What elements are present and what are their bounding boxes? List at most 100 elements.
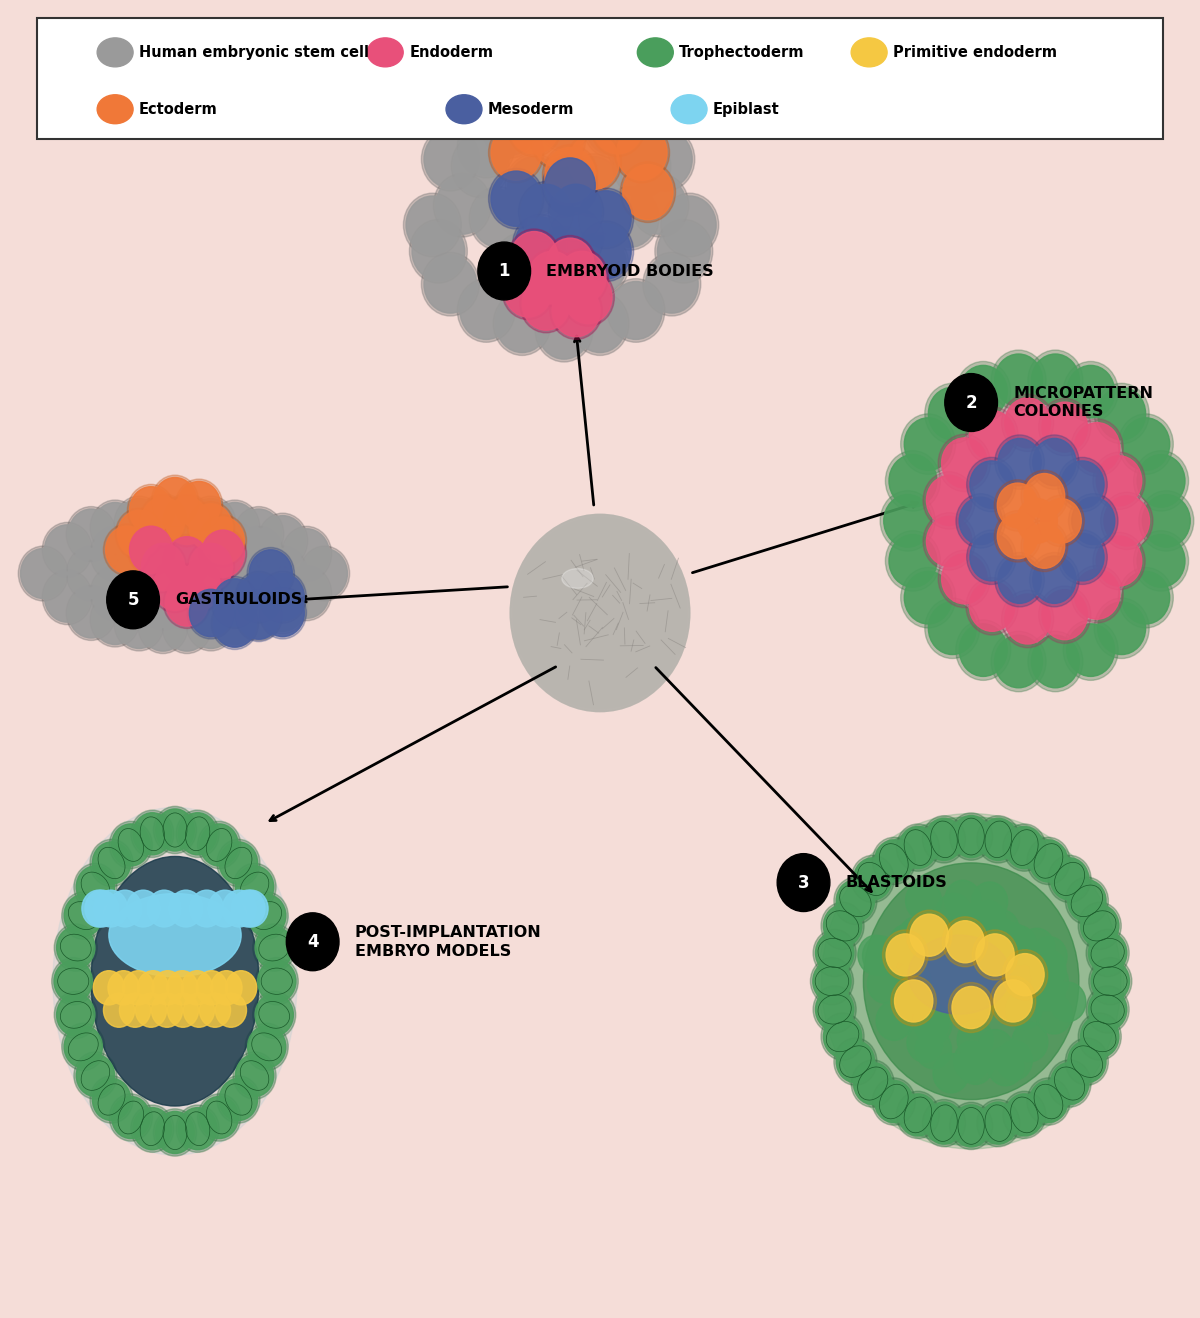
Circle shape [1078, 903, 1121, 949]
Circle shape [214, 579, 257, 626]
Circle shape [140, 577, 186, 627]
Circle shape [493, 232, 551, 297]
Circle shape [138, 546, 188, 601]
Circle shape [103, 523, 151, 576]
Circle shape [212, 548, 258, 598]
Circle shape [614, 123, 670, 183]
Circle shape [284, 568, 330, 618]
Circle shape [896, 824, 940, 871]
Circle shape [565, 154, 623, 217]
Circle shape [889, 535, 937, 588]
Circle shape [810, 958, 853, 1004]
Circle shape [1066, 878, 1109, 924]
Circle shape [199, 992, 230, 1027]
Circle shape [247, 1025, 286, 1068]
Circle shape [212, 502, 258, 552]
Circle shape [979, 818, 1018, 861]
Circle shape [406, 196, 458, 254]
Circle shape [436, 177, 488, 235]
Circle shape [512, 517, 688, 709]
Circle shape [163, 534, 211, 587]
Circle shape [578, 221, 634, 282]
Circle shape [1142, 494, 1190, 547]
Ellipse shape [562, 568, 593, 588]
Circle shape [187, 540, 235, 593]
Circle shape [133, 1107, 172, 1149]
Circle shape [542, 145, 598, 206]
Circle shape [18, 546, 68, 601]
Circle shape [581, 191, 631, 246]
Circle shape [175, 478, 223, 531]
Circle shape [556, 269, 608, 327]
Text: Endoderm: Endoderm [409, 45, 493, 59]
FancyBboxPatch shape [37, 18, 1163, 140]
Circle shape [583, 49, 641, 112]
Circle shape [190, 589, 233, 637]
Circle shape [131, 811, 174, 858]
Circle shape [1097, 456, 1141, 506]
Circle shape [1028, 631, 1082, 692]
Circle shape [976, 934, 1014, 975]
Circle shape [56, 994, 95, 1036]
Circle shape [558, 252, 606, 304]
Circle shape [991, 351, 1046, 410]
Circle shape [1104, 496, 1150, 546]
Circle shape [886, 451, 941, 511]
Circle shape [120, 992, 150, 1027]
Circle shape [526, 249, 578, 307]
Circle shape [460, 282, 512, 340]
Circle shape [1068, 1041, 1106, 1082]
Circle shape [403, 194, 461, 257]
Circle shape [92, 529, 138, 579]
Circle shape [166, 536, 209, 584]
Circle shape [1006, 1094, 1044, 1136]
Circle shape [164, 519, 210, 569]
Circle shape [586, 51, 638, 109]
Circle shape [538, 157, 590, 215]
Circle shape [258, 513, 307, 568]
Circle shape [894, 979, 932, 1021]
Circle shape [1030, 971, 1066, 1011]
Circle shape [1134, 451, 1188, 511]
Circle shape [894, 974, 930, 1014]
Circle shape [217, 1075, 260, 1123]
Circle shape [906, 880, 942, 920]
Circle shape [942, 917, 988, 967]
Circle shape [1040, 498, 1081, 543]
Circle shape [1068, 880, 1106, 921]
Ellipse shape [851, 38, 887, 67]
Circle shape [188, 548, 234, 598]
Circle shape [1080, 905, 1118, 946]
Circle shape [655, 220, 713, 283]
Circle shape [139, 494, 187, 547]
Circle shape [1098, 387, 1146, 440]
Circle shape [54, 924, 97, 971]
Circle shape [1030, 840, 1068, 882]
Circle shape [816, 932, 853, 974]
Circle shape [222, 890, 256, 927]
Circle shape [1004, 594, 1050, 645]
Circle shape [433, 174, 491, 237]
Circle shape [259, 571, 306, 623]
Circle shape [151, 474, 199, 527]
Circle shape [92, 502, 138, 552]
Circle shape [1006, 954, 1044, 995]
Circle shape [1057, 457, 1108, 511]
Circle shape [563, 79, 613, 134]
Circle shape [140, 548, 186, 598]
Circle shape [181, 971, 212, 1004]
Circle shape [186, 519, 236, 575]
Circle shape [162, 598, 212, 654]
Circle shape [607, 278, 665, 343]
Circle shape [1024, 473, 1064, 518]
Circle shape [1067, 623, 1115, 676]
Circle shape [1003, 1091, 1046, 1139]
Circle shape [562, 45, 614, 103]
Circle shape [506, 96, 562, 157]
Circle shape [164, 548, 210, 598]
Text: 2: 2 [965, 394, 977, 411]
Circle shape [556, 249, 608, 307]
Circle shape [1093, 452, 1145, 510]
Circle shape [970, 900, 1006, 940]
Circle shape [886, 531, 941, 592]
